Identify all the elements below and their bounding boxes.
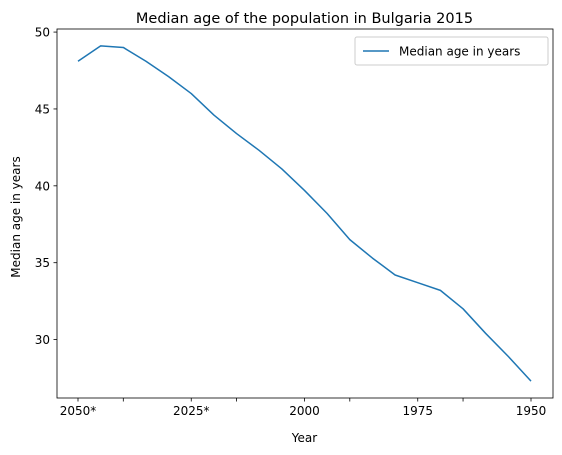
y-tick-label: 50 [35,26,50,40]
y-tick-label: 40 [35,179,50,193]
chart-title: Median age of the population in Bulgaria… [136,11,473,27]
y-tick-label: 30 [35,333,50,347]
x-tick-label: 2050* [60,404,97,418]
y-tick-label: 45 [35,102,50,116]
x-tick-label: 2000 [289,404,320,418]
series-line [77,45,532,382]
legend-box [354,36,549,66]
legend-label: Median age in years [399,45,520,59]
x-axis-label: Year [291,431,317,445]
x-tick-label: 1975 [402,404,433,418]
x-tick-label: 2025* [173,404,210,418]
legend: Median age in years [354,36,549,66]
y-axis-label: Median age in years [9,156,23,277]
x-tick-label: 1950 [516,404,547,418]
y-tick-label: 35 [35,256,50,270]
plot-frame [56,28,554,399]
plot-area: 30 35 40 45 50 2050* 2025* 2000 1975 1950 [35,26,554,418]
